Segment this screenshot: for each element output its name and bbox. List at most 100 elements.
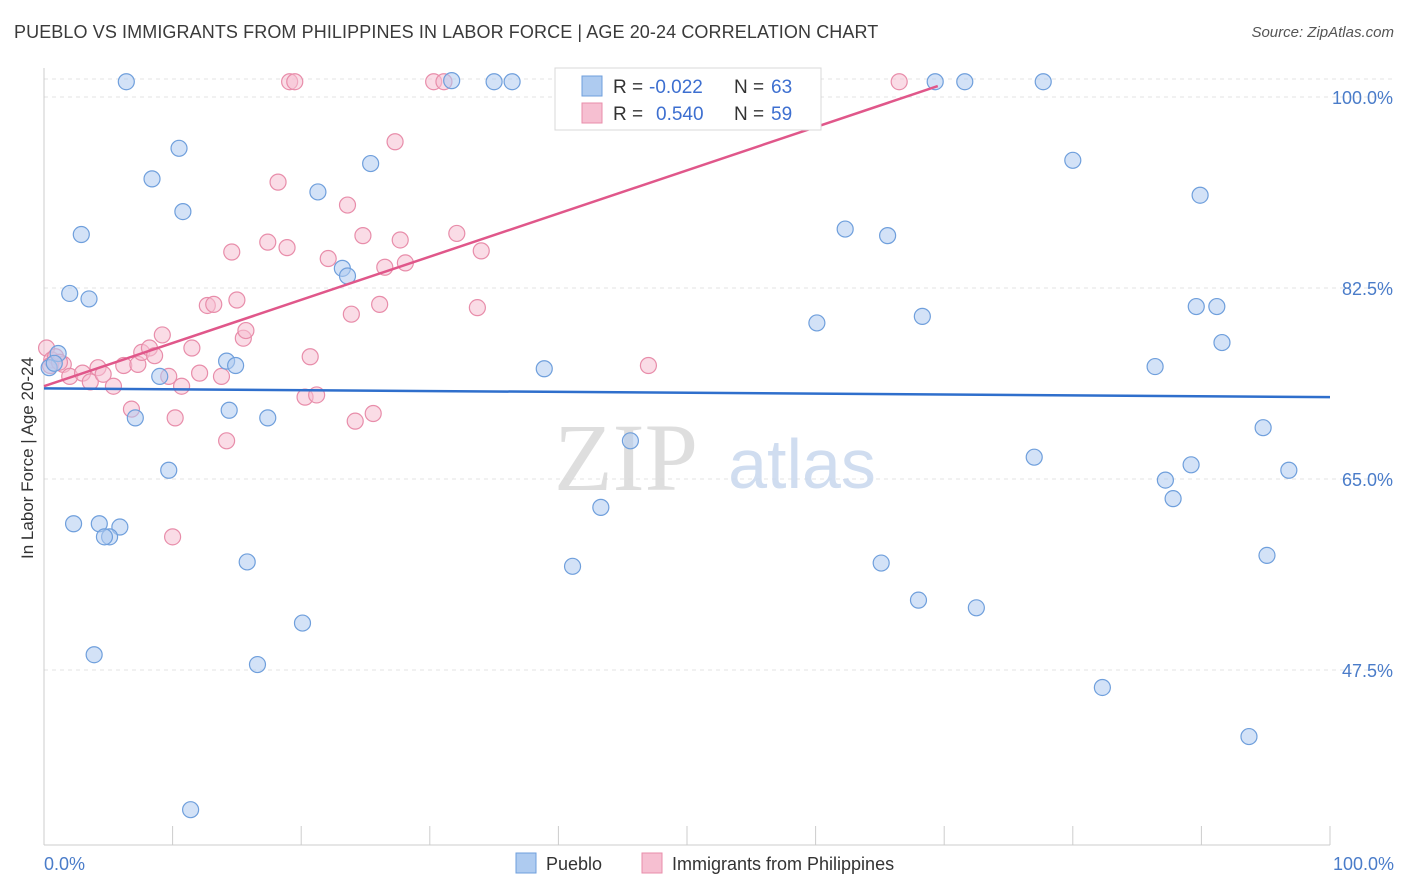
philippines-point-19	[173, 377, 191, 395]
pueblo-point-52	[1156, 471, 1174, 489]
series-legend-swatch-pueblo	[515, 852, 537, 874]
philippines-point-36	[301, 348, 319, 366]
pueblo-point-9	[80, 290, 98, 308]
pueblo-point-11	[227, 356, 245, 375]
philippines-point-16	[153, 326, 171, 344]
pueblo-point-6	[72, 225, 90, 244]
pueblo-point-50	[1093, 678, 1111, 697]
pueblo-point-24	[248, 655, 267, 674]
philippines-point-34	[286, 73, 304, 91]
philippines-point-51	[448, 224, 466, 243]
philippines-point-56	[164, 528, 182, 546]
x-tick-label-min: 0.0%	[44, 854, 85, 874]
pueblo-point-22	[238, 553, 256, 571]
philippines-point-38	[319, 249, 337, 268]
philippines-point-32	[278, 239, 296, 257]
philippines-point-26	[223, 243, 241, 261]
series-legend-label-philippines: Immigrants from Philippines	[672, 854, 894, 874]
pueblo-trend-line	[43, 387, 1331, 399]
pueblo-point-47	[909, 591, 928, 609]
philippines-point-41	[346, 412, 364, 430]
pueblo-point-25	[293, 614, 312, 632]
y-tick-label-3: 100.0%	[1332, 88, 1393, 108]
pueblo-point-39	[879, 227, 897, 245]
pueblo-point-15	[259, 409, 277, 427]
source-credit: Source: ZipAtlas.com	[1251, 24, 1394, 41]
legend-r-label-pueblo: R =	[613, 77, 643, 98]
pueblo-point-7	[174, 203, 192, 221]
x-ticks	[43, 826, 1331, 845]
y-tick-label-2: 82.5%	[1342, 279, 1393, 299]
pueblo-point-3	[117, 73, 135, 91]
philippines-point-29	[237, 321, 255, 340]
pueblo-point-41	[913, 307, 931, 325]
pueblo-point-5	[143, 170, 161, 188]
philippines-point-53	[472, 242, 490, 260]
legend-n-value-pueblo: 63	[771, 77, 792, 98]
pueblo-point-45	[1064, 151, 1082, 169]
legend-n-value-philippines: 59	[771, 104, 792, 125]
philippines-trend-line	[43, 84, 939, 388]
philippines-point-25	[218, 432, 236, 450]
pueblo-point-34	[535, 360, 553, 378]
legend-r-value-philippines: 0.540	[656, 104, 704, 125]
pueblo-point-48	[967, 599, 985, 617]
philippines-point-44	[371, 295, 389, 313]
philippines-point-58	[890, 73, 908, 91]
philippines-point-42	[354, 227, 372, 245]
x-tick-label-max: 100.0%	[1333, 854, 1394, 874]
pueblo-point-35	[621, 432, 640, 450]
legend-r-value-pueblo: -0.022	[649, 77, 703, 98]
pueblo-point-36	[592, 498, 610, 516]
y-axis-title: In Labor Force | Age 20-24	[18, 357, 37, 559]
pueblo-point-58	[1213, 333, 1231, 352]
philippines-point-46	[386, 133, 404, 151]
watermark-zip: ZIP	[554, 404, 698, 511]
y-tick-label-0: 47.5%	[1342, 661, 1393, 681]
pueblo-point-26	[182, 801, 200, 819]
pueblo-point-23	[85, 646, 103, 664]
pueblo-point-2	[45, 354, 63, 372]
philippines-point-23	[205, 295, 223, 313]
chart-title: PUEBLO VS IMMIGRANTS FROM PHILIPPINES IN…	[14, 22, 879, 42]
pueblo-point-42	[926, 73, 944, 91]
pueblo-point-57	[1208, 297, 1226, 316]
pueblo-point-40	[808, 314, 826, 332]
pueblo-point-27	[309, 183, 327, 201]
philippines-point-30	[259, 233, 277, 251]
pueblo-point-31	[443, 72, 461, 90]
pueblo-point-53	[1164, 490, 1182, 508]
series-legend: Pueblo Immigrants from Philippines	[515, 852, 894, 874]
pueblo-point-32	[485, 73, 503, 91]
philippines-point-57	[639, 356, 658, 375]
y-tick-labels: 47.5% 65.0% 82.5% 100.0%	[1332, 88, 1393, 681]
pueblo-point-60	[1258, 546, 1276, 565]
philippines-point-47	[391, 231, 409, 249]
watermark-atlas: atlas	[728, 425, 876, 503]
pueblo-point-17	[64, 515, 83, 533]
series-legend-label-pueblo: Pueblo	[546, 854, 602, 874]
philippines-point-52	[468, 299, 486, 317]
y-tick-label-1: 65.0%	[1342, 470, 1393, 490]
pueblo-point-13	[126, 409, 144, 427]
pueblo-point-28	[362, 154, 380, 173]
series-legend-swatch-philippines	[641, 852, 663, 874]
pueblo-point-51	[1146, 357, 1164, 376]
pueblo-point-46	[872, 554, 890, 572]
pueblo-point-43	[956, 73, 974, 91]
philippines-point-20	[183, 339, 201, 357]
legend-n-label-philippines: N =	[734, 104, 764, 125]
pueblo-point-37	[563, 557, 582, 575]
pueblo-point-16	[160, 461, 178, 479]
watermark: ZIP atlas	[554, 404, 876, 511]
pueblo-point-4	[170, 139, 188, 157]
pueblo-point-61	[1240, 727, 1258, 746]
philippines-point-21	[191, 364, 209, 382]
pueblo-point-59	[1254, 419, 1272, 437]
philippines-point-43	[364, 404, 382, 423]
philippines-point-18	[166, 409, 184, 427]
gridlines	[44, 78, 1394, 671]
legend-n-label-pueblo: N =	[734, 77, 764, 98]
philippines-point-31	[269, 173, 287, 191]
